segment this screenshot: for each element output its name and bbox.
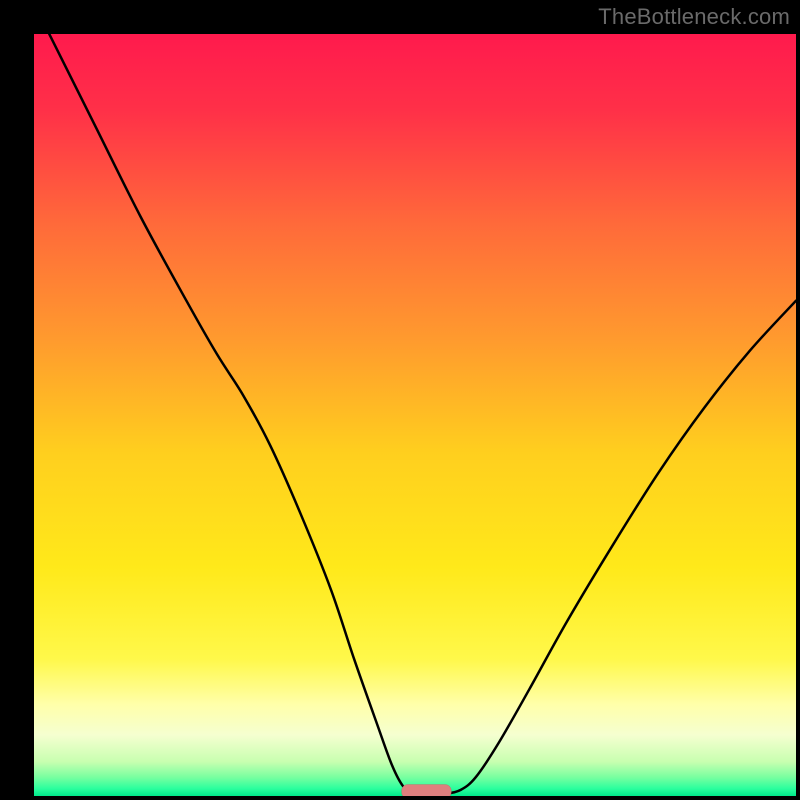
bottleneck-marker <box>402 785 452 796</box>
watermark-text: TheBottleneck.com <box>598 4 790 30</box>
gradient-background <box>34 34 796 796</box>
chart-container: TheBottleneck.com <box>0 0 800 800</box>
chart-svg <box>34 34 796 796</box>
plot-area <box>34 34 796 796</box>
